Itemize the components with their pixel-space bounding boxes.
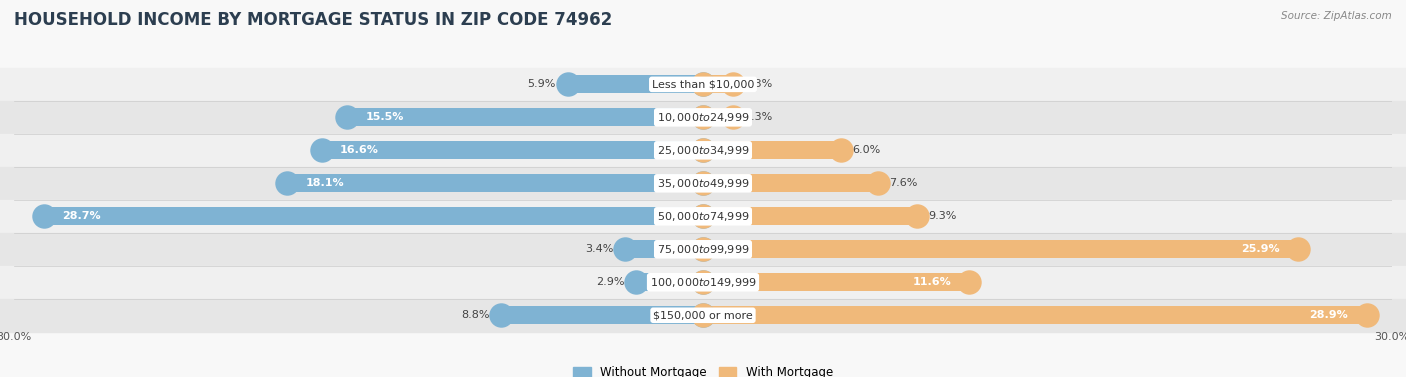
Point <box>692 312 714 318</box>
Point <box>1355 312 1378 318</box>
Bar <box>703 108 733 126</box>
Bar <box>637 273 703 291</box>
Text: 9.3%: 9.3% <box>928 211 956 221</box>
Bar <box>0 200 1406 233</box>
Point <box>692 279 714 285</box>
Point <box>957 279 980 285</box>
Text: 1.3%: 1.3% <box>744 79 772 89</box>
Point <box>692 312 714 318</box>
Text: $150,000 or more: $150,000 or more <box>654 310 752 320</box>
Point <box>692 246 714 252</box>
Bar <box>0 68 1406 101</box>
Bar <box>0 101 1406 134</box>
Text: 11.6%: 11.6% <box>912 277 950 287</box>
Point <box>336 114 359 120</box>
Point <box>866 180 889 186</box>
Point <box>692 81 714 87</box>
Text: 7.6%: 7.6% <box>889 178 917 188</box>
Point <box>32 213 55 219</box>
Text: 6.0%: 6.0% <box>852 145 880 155</box>
Text: 16.6%: 16.6% <box>340 145 380 155</box>
Point <box>276 180 298 186</box>
Text: 15.5%: 15.5% <box>366 112 404 123</box>
Bar <box>0 266 1406 299</box>
Bar <box>703 273 969 291</box>
Text: 8.8%: 8.8% <box>461 310 489 320</box>
Text: 30.0%: 30.0% <box>0 333 32 342</box>
Point <box>692 213 714 219</box>
Point <box>489 312 512 318</box>
Bar <box>624 240 703 258</box>
Point <box>721 81 744 87</box>
Point <box>692 180 714 186</box>
Bar <box>44 207 703 225</box>
Point <box>692 81 714 87</box>
Bar <box>501 306 703 324</box>
Bar <box>0 233 1406 266</box>
Point <box>613 246 636 252</box>
Text: Source: ZipAtlas.com: Source: ZipAtlas.com <box>1281 11 1392 21</box>
Bar <box>703 174 877 192</box>
Point <box>626 279 648 285</box>
Text: $100,000 to $149,999: $100,000 to $149,999 <box>650 276 756 289</box>
Point <box>692 213 714 219</box>
Text: 1.3%: 1.3% <box>744 112 772 123</box>
Bar <box>0 299 1406 332</box>
Bar <box>703 141 841 159</box>
Bar <box>322 141 703 159</box>
Point <box>692 147 714 153</box>
Point <box>721 114 744 120</box>
Text: 28.9%: 28.9% <box>1309 310 1348 320</box>
Bar <box>0 167 1406 200</box>
Point <box>1286 246 1309 252</box>
Legend: Without Mortgage, With Mortgage: Without Mortgage, With Mortgage <box>568 362 838 377</box>
Text: 28.7%: 28.7% <box>62 211 101 221</box>
Text: 25.9%: 25.9% <box>1240 244 1279 254</box>
Point <box>692 114 714 120</box>
Text: $25,000 to $34,999: $25,000 to $34,999 <box>657 144 749 157</box>
Bar <box>347 108 703 126</box>
Text: 5.9%: 5.9% <box>527 79 555 89</box>
Text: 18.1%: 18.1% <box>305 178 344 188</box>
Bar <box>568 75 703 93</box>
Bar <box>703 207 917 225</box>
Point <box>692 180 714 186</box>
Point <box>557 81 579 87</box>
Point <box>311 147 333 153</box>
Point <box>830 147 852 153</box>
Text: 3.4%: 3.4% <box>585 244 613 254</box>
Bar <box>703 75 733 93</box>
Bar <box>287 174 703 192</box>
Text: $75,000 to $99,999: $75,000 to $99,999 <box>657 243 749 256</box>
Text: $10,000 to $24,999: $10,000 to $24,999 <box>657 111 749 124</box>
Bar <box>703 240 1298 258</box>
Point <box>905 213 928 219</box>
Text: 30.0%: 30.0% <box>1374 333 1406 342</box>
Point <box>692 147 714 153</box>
Point <box>692 246 714 252</box>
Bar <box>0 134 1406 167</box>
Text: $35,000 to $49,999: $35,000 to $49,999 <box>657 177 749 190</box>
Text: Less than $10,000: Less than $10,000 <box>652 79 754 89</box>
Bar <box>703 306 1367 324</box>
Text: $50,000 to $74,999: $50,000 to $74,999 <box>657 210 749 223</box>
Point <box>692 279 714 285</box>
Text: HOUSEHOLD INCOME BY MORTGAGE STATUS IN ZIP CODE 74962: HOUSEHOLD INCOME BY MORTGAGE STATUS IN Z… <box>14 11 612 29</box>
Point <box>692 114 714 120</box>
Text: 2.9%: 2.9% <box>596 277 624 287</box>
